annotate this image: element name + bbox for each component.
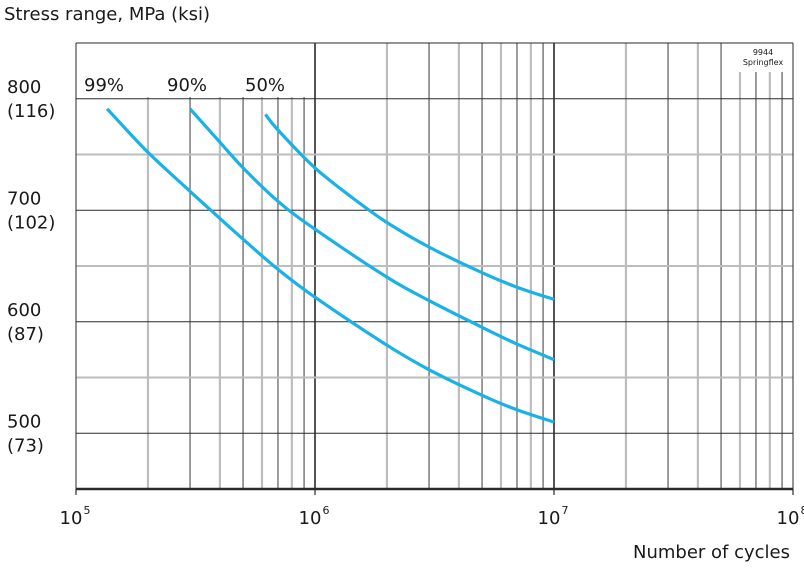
y-tick-sublabel: (102): [7, 212, 55, 233]
x-tick-labels: 105106107108: [60, 489, 804, 529]
annotation-line-1: 9944: [753, 48, 773, 57]
x-tick-exponent: 7: [562, 504, 569, 517]
series-line-1: [105, 107, 555, 424]
x-tick-label: 10: [538, 508, 561, 529]
x-axis-title: Number of cycles: [633, 542, 790, 563]
x-tick-exponent: 8: [801, 504, 804, 517]
y-tick-label: 600: [7, 300, 41, 321]
series-line-2: [188, 107, 555, 362]
y-tick-sublabel: (87): [7, 324, 44, 345]
x-tick-exponent: 5: [84, 504, 91, 517]
x-tick-label: 10: [60, 508, 83, 529]
annotation-line-2: Springflex: [743, 58, 784, 67]
y-tick-sublabel: (116): [7, 101, 55, 122]
y-tick-label: 800: [7, 77, 41, 98]
grid: [75, 42, 794, 491]
x-tick-label: 10: [777, 508, 800, 529]
y-tick-label: 700: [7, 188, 41, 209]
series-lines: [105, 107, 555, 424]
series-line-3: [264, 113, 555, 301]
y-tick-label: 500: [7, 411, 41, 432]
series-label-2: 90%: [167, 75, 207, 96]
series-label-1: 99%: [84, 75, 124, 96]
x-tick-label: 10: [299, 508, 322, 529]
y-tick-sublabel: (73): [7, 435, 44, 456]
y-tick-labels: 800 (116) 700 (102) 600 (87) 500 (73): [7, 77, 55, 457]
x-tick-exponent: 6: [323, 504, 330, 517]
series-labels: 99% 90% 50%: [84, 75, 285, 96]
y-axis-title: Stress range, MPa (ksi): [4, 4, 210, 25]
series-label-3: 50%: [245, 75, 285, 96]
